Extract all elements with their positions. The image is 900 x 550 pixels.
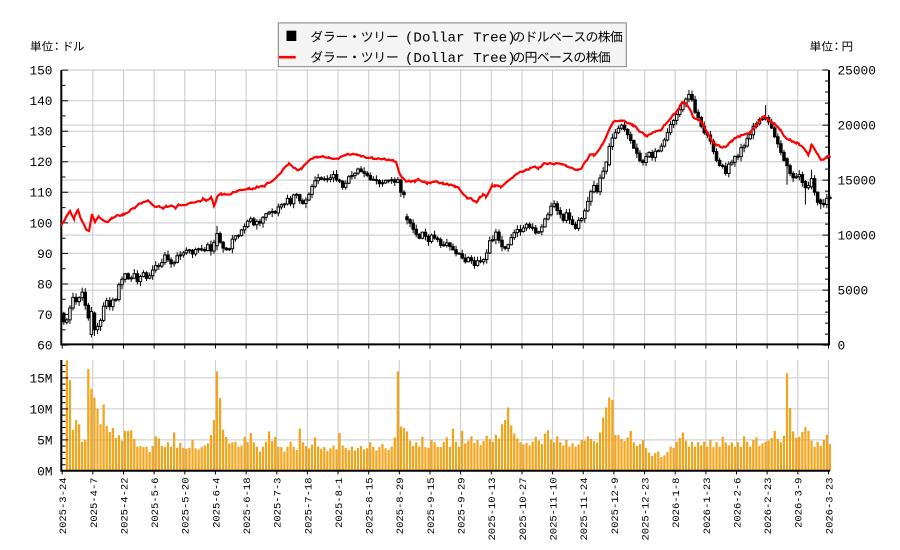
svg-text:10M: 10M: [29, 402, 52, 417]
svg-text:140: 140: [29, 94, 52, 109]
svg-text:25000: 25000: [838, 63, 876, 78]
svg-text:2025-5-20: 2025-5-20: [181, 478, 193, 535]
svg-text:2025-9-15: 2025-9-15: [426, 478, 438, 535]
svg-text:(Dollar Tree): (Dollar Tree): [405, 51, 516, 67]
svg-text:2025-9-29: 2025-9-29: [457, 478, 469, 535]
svg-text:15000: 15000: [838, 174, 876, 189]
svg-text:0: 0: [838, 339, 846, 354]
svg-text:2025-3-24: 2025-3-24: [58, 478, 70, 535]
svg-text:2025-6-4: 2025-6-4: [211, 478, 223, 528]
svg-text:2026-2-23: 2026-2-23: [763, 478, 775, 535]
svg-text:2025-8-1: 2025-8-1: [334, 478, 346, 528]
svg-text:2025-5-6: 2025-5-6: [150, 478, 162, 528]
svg-text:0M: 0M: [37, 464, 52, 479]
svg-text:80: 80: [37, 277, 52, 292]
svg-text:2026-3-9: 2026-3-9: [794, 478, 806, 528]
svg-text:120: 120: [29, 155, 52, 170]
svg-text:2025-12-9: 2025-12-9: [610, 478, 622, 535]
svg-text:2025-11-10: 2025-11-10: [549, 478, 561, 541]
svg-text:2025-6-18: 2025-6-18: [242, 478, 254, 535]
svg-text:5000: 5000: [838, 284, 869, 299]
svg-text:2025-11-24: 2025-11-24: [579, 478, 591, 541]
svg-text:110: 110: [29, 186, 52, 201]
svg-text:2026-3-23: 2026-3-23: [824, 478, 836, 535]
svg-text:20000: 20000: [838, 119, 876, 134]
svg-text:15M: 15M: [29, 371, 52, 386]
svg-text:(Dollar Tree): (Dollar Tree): [405, 30, 516, 46]
svg-text:2026-2-6: 2026-2-6: [732, 478, 744, 528]
svg-text:2025-7-18: 2025-7-18: [303, 478, 315, 535]
svg-text:2025-8-15: 2025-8-15: [365, 478, 377, 535]
svg-text:2025-12-23: 2025-12-23: [641, 478, 653, 541]
svg-text:2026-1-8: 2026-1-8: [671, 478, 683, 528]
svg-text:5M: 5M: [37, 433, 52, 448]
svg-text:90: 90: [37, 247, 52, 262]
svg-text:2025-10-27: 2025-10-27: [518, 478, 530, 541]
svg-text:150: 150: [29, 64, 52, 79]
svg-text:2026-1-23: 2026-1-23: [702, 478, 714, 535]
svg-text:2025-4-22: 2025-4-22: [119, 478, 131, 535]
svg-text:130: 130: [29, 125, 52, 140]
svg-text:2025-8-29: 2025-8-29: [395, 478, 407, 535]
svg-text:100: 100: [29, 216, 52, 231]
svg-text:70: 70: [37, 308, 52, 323]
svg-text:10000: 10000: [838, 229, 876, 244]
svg-text:2025-4-7: 2025-4-7: [89, 478, 101, 528]
svg-text:2025-10-13: 2025-10-13: [487, 478, 499, 541]
svg-text:2025-7-3: 2025-7-3: [273, 478, 285, 528]
svg-text:60: 60: [37, 339, 52, 354]
